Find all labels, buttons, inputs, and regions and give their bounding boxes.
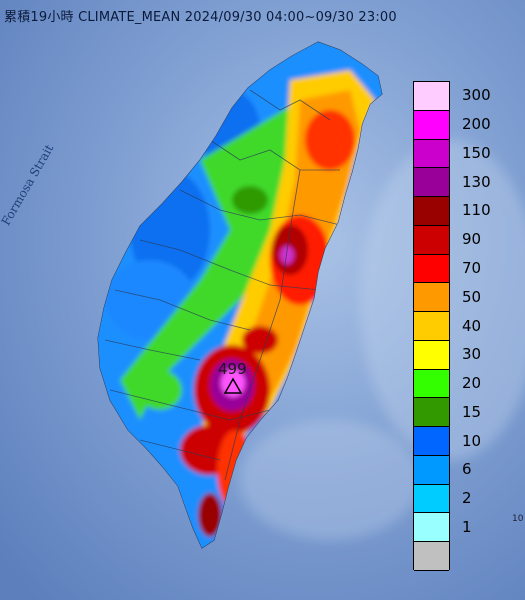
legend-swatch (414, 197, 449, 226)
legend-label: 300 (462, 86, 491, 105)
legend-swatch (414, 110, 449, 140)
legend-swatch (414, 455, 449, 485)
legend-label: 40 (462, 316, 482, 335)
legend-swatch (414, 312, 449, 341)
legend-swatch (414, 542, 449, 571)
legend-swatch (414, 340, 449, 370)
legend-label: 2 (462, 489, 472, 508)
legend-swatch (414, 427, 449, 456)
legend-label: 50 (462, 287, 482, 306)
legend-label: 110 (462, 201, 491, 220)
legend-label: 70 (462, 258, 482, 277)
legend-label: 1 (462, 517, 472, 536)
cloud-texture-2 (240, 420, 420, 540)
color-legend (413, 81, 450, 571)
legend-swatch (414, 139, 449, 169)
map-title: 累積19小時 CLIMATE_MEAN 2024/09/30 04:00~09/… (4, 10, 397, 25)
legend-label: 20 (462, 374, 482, 393)
legend-swatch (414, 484, 449, 514)
legend-swatch (414, 82, 449, 111)
triangle-icon (223, 377, 243, 394)
legend-swatch (414, 283, 449, 313)
legend-label: 10 (462, 431, 482, 450)
legend-swatch (414, 513, 449, 543)
max-rain-marker (223, 377, 243, 394)
legend-label: 130 (462, 172, 491, 191)
legend-swatch (414, 254, 449, 284)
legend-swatch (414, 168, 449, 198)
legend-label: 15 (462, 402, 482, 421)
legend-swatch (414, 225, 449, 255)
legend-swatch (414, 369, 449, 399)
legend-swatch (414, 398, 449, 428)
legend-label: 6 (462, 460, 472, 479)
max-rain-value: 499 (218, 360, 247, 378)
legend-label: 90 (462, 230, 482, 249)
legend-label: 200 (462, 115, 491, 134)
legend-label: 30 (462, 345, 482, 364)
edge-tick-text: 10 (512, 514, 524, 524)
legend-label: 150 (462, 143, 491, 162)
